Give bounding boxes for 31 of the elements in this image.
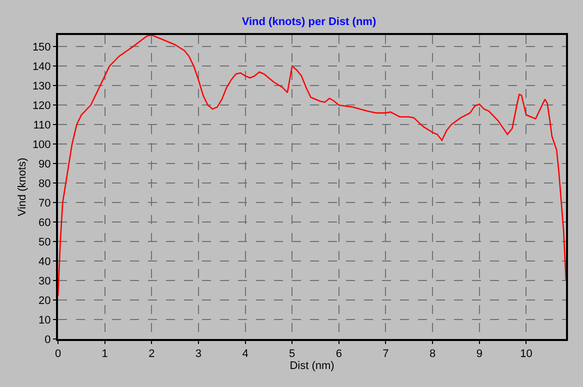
x-tick-label: 8 bbox=[429, 348, 436, 360]
y-tick-label: 50 bbox=[38, 236, 51, 248]
x-tick-label: 5 bbox=[289, 348, 296, 360]
x-axis-title: Dist (nm) bbox=[290, 360, 334, 372]
y-tick-label: 100 bbox=[32, 138, 51, 151]
y-tick-label: 150 bbox=[32, 42, 51, 54]
y-tick-label: 60 bbox=[38, 216, 51, 229]
y-tick-label: 40 bbox=[38, 256, 51, 268]
y-tick-label: 140 bbox=[32, 61, 51, 74]
x-tick-label: 9 bbox=[476, 348, 482, 360]
y-tick-label: 130 bbox=[32, 80, 51, 93]
line-series bbox=[58, 35, 566, 297]
y-tick-label: 30 bbox=[38, 275, 51, 288]
y-axis-title: Vind (knots) bbox=[16, 158, 29, 216]
x-tick-label: 0 bbox=[54, 348, 62, 360]
y-tick-label: 90 bbox=[38, 158, 51, 170]
y-tick-label: 10 bbox=[38, 314, 51, 326]
y-tick-label: 0 bbox=[44, 334, 51, 346]
y-tick-label: 110 bbox=[33, 119, 51, 132]
x-tick-label: 7 bbox=[382, 348, 389, 360]
y-tick-label: 120 bbox=[32, 100, 51, 112]
x-tick-label: 10 bbox=[520, 348, 532, 360]
x-tick-label: 2 bbox=[148, 348, 155, 360]
y-tick-label: 20 bbox=[38, 294, 51, 307]
x-tick-label: 4 bbox=[242, 348, 248, 360]
chart-title: Vind (knots) per Dist (nm) bbox=[242, 16, 376, 28]
x-tick-label: 1 bbox=[102, 348, 108, 360]
y-tick-label: 80 bbox=[38, 178, 51, 190]
x-tick-label: 6 bbox=[336, 348, 342, 360]
x-tick-label: 3 bbox=[195, 348, 202, 360]
y-tick-label: 70 bbox=[38, 197, 51, 210]
